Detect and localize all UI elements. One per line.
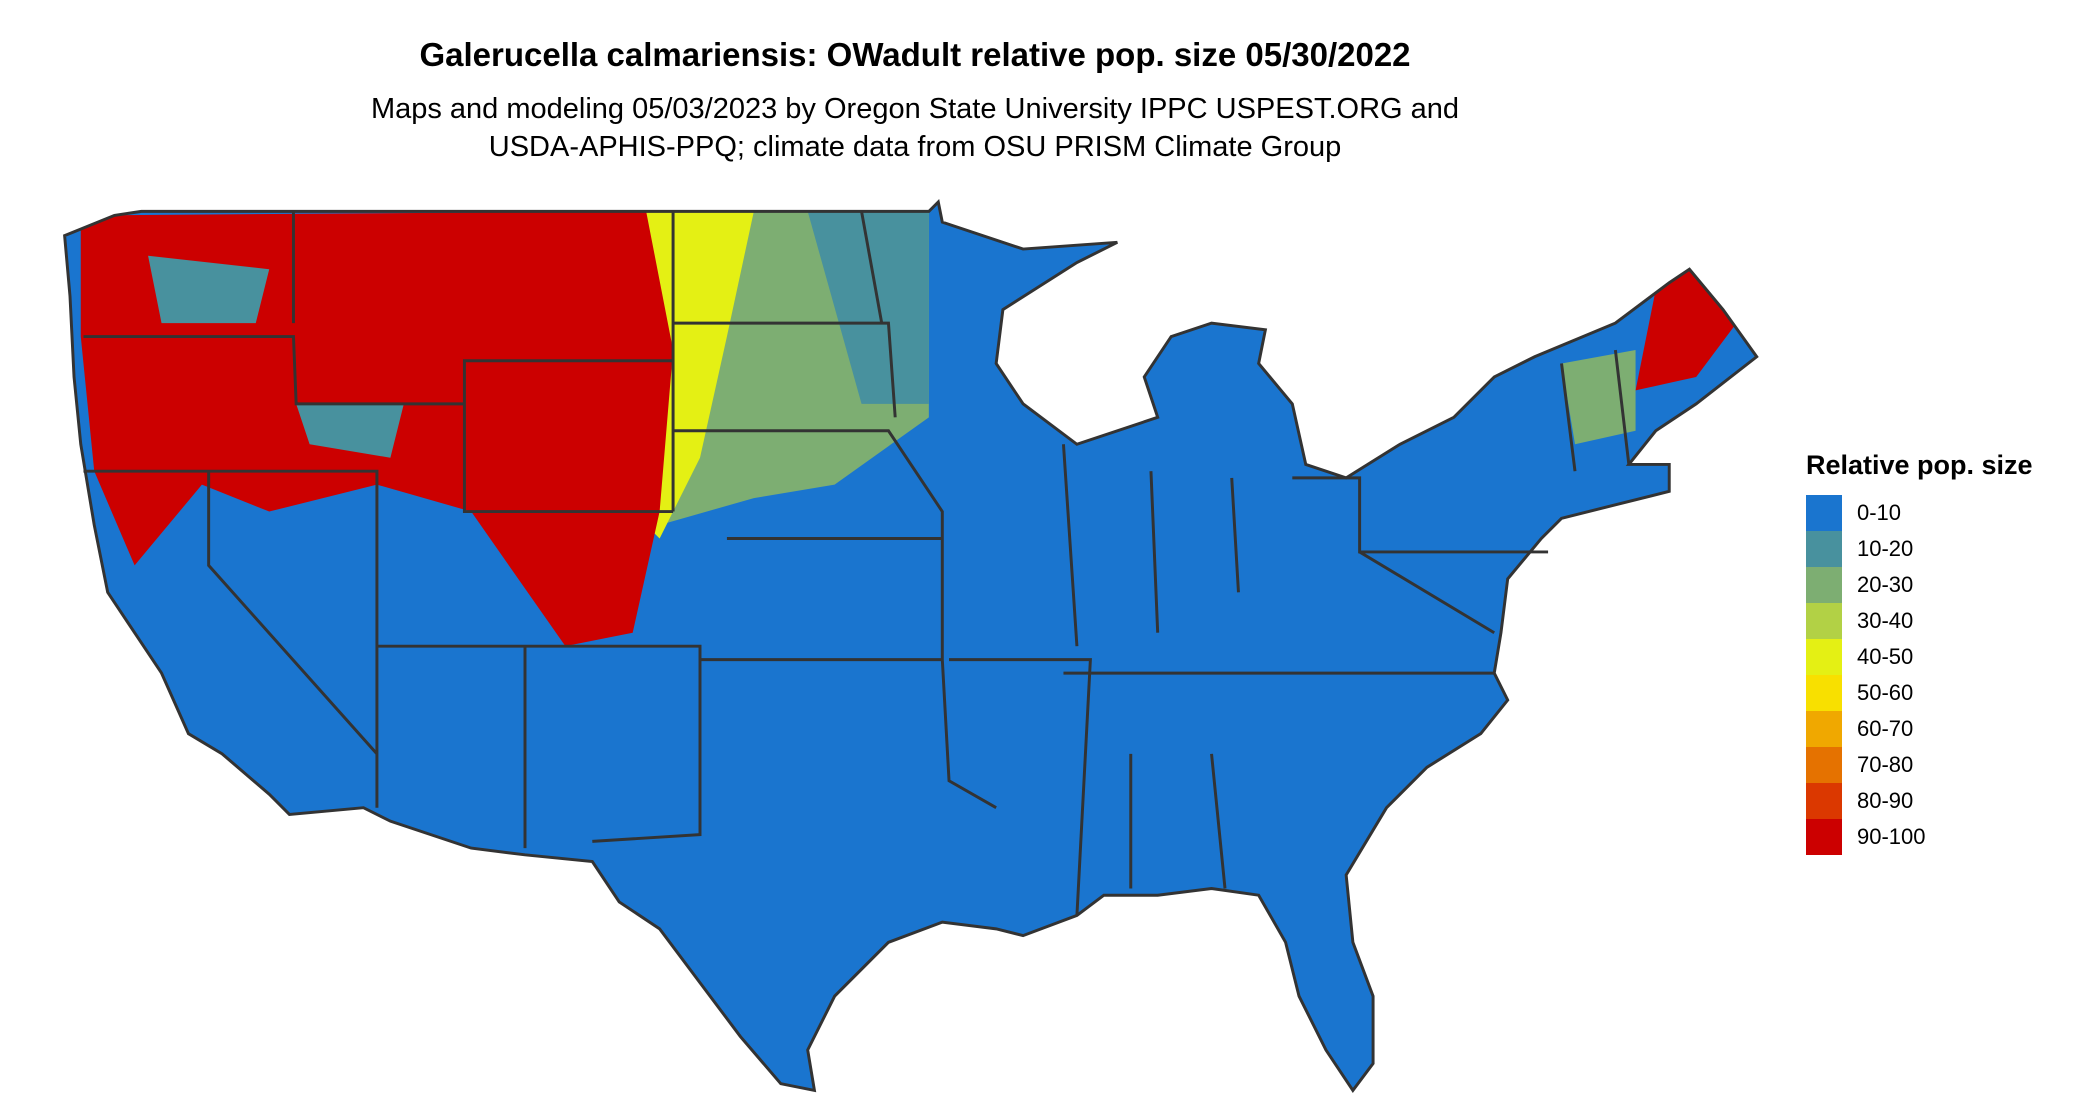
legend-item: 90-100 bbox=[1806, 819, 2033, 855]
legend-swatch bbox=[1806, 495, 1842, 531]
legend-label: 30-40 bbox=[1857, 608, 1914, 633]
legend-swatch bbox=[1806, 711, 1842, 747]
legend-swatch bbox=[1806, 783, 1842, 819]
legend: Relative pop. size 0-10 10-20 20-30 30-40 40… bbox=[1806, 450, 2033, 855]
state-borders bbox=[63, 200, 1759, 1092]
map-title: Galerucella calmariensis: OWadult relati… bbox=[419, 36, 1411, 73]
legend-label: 20-30 bbox=[1857, 572, 1914, 597]
legend-label: 0-10 bbox=[1857, 500, 1902, 525]
legend-label: 80-90 bbox=[1857, 788, 1914, 813]
legend-label: 10-20 bbox=[1857, 536, 1914, 561]
legend-title: Relative pop. size bbox=[1806, 450, 2033, 480]
legend-swatch bbox=[1806, 567, 1842, 603]
map-subtitle-line1: Maps and modeling 05/03/2023 by Oregon S… bbox=[370, 93, 1460, 125]
legend-item: 10-20 bbox=[1806, 531, 2033, 567]
legend-label: 70-80 bbox=[1857, 752, 1914, 777]
legend-swatch bbox=[1806, 747, 1842, 783]
legend-swatch bbox=[1806, 531, 1842, 567]
legend-label: 40-50 bbox=[1857, 644, 1914, 669]
map-subtitle-line2: USDA-APHIS-PPQ; climate data from OSU PR… bbox=[488, 131, 1342, 163]
legend-label: 60-70 bbox=[1857, 716, 1914, 741]
legend-item: 40-50 bbox=[1806, 639, 2033, 675]
legend-label: 50-60 bbox=[1857, 680, 1914, 705]
legend-label: 90-100 bbox=[1857, 824, 1926, 849]
legend-item: 50-60 bbox=[1806, 675, 2033, 711]
map-fill-midwest-teal bbox=[807, 211, 929, 404]
map-fill-red-maine bbox=[1635, 269, 1737, 391]
legend-item: 60-70 bbox=[1806, 711, 2033, 747]
legend-item: 20-30 bbox=[1806, 567, 2033, 603]
legend-item: 70-80 bbox=[1806, 747, 2033, 783]
legend-item: 80-90 bbox=[1806, 783, 2033, 819]
legend-swatch bbox=[1806, 675, 1842, 711]
legend-item: 30-40 bbox=[1806, 603, 2033, 639]
legend-swatch bbox=[1806, 603, 1842, 639]
map-fill-teal-basin bbox=[148, 255, 404, 458]
legend-swatch bbox=[1806, 819, 1842, 855]
legend-item: 0-10 bbox=[1806, 495, 2033, 531]
legend-swatch bbox=[1806, 639, 1842, 675]
